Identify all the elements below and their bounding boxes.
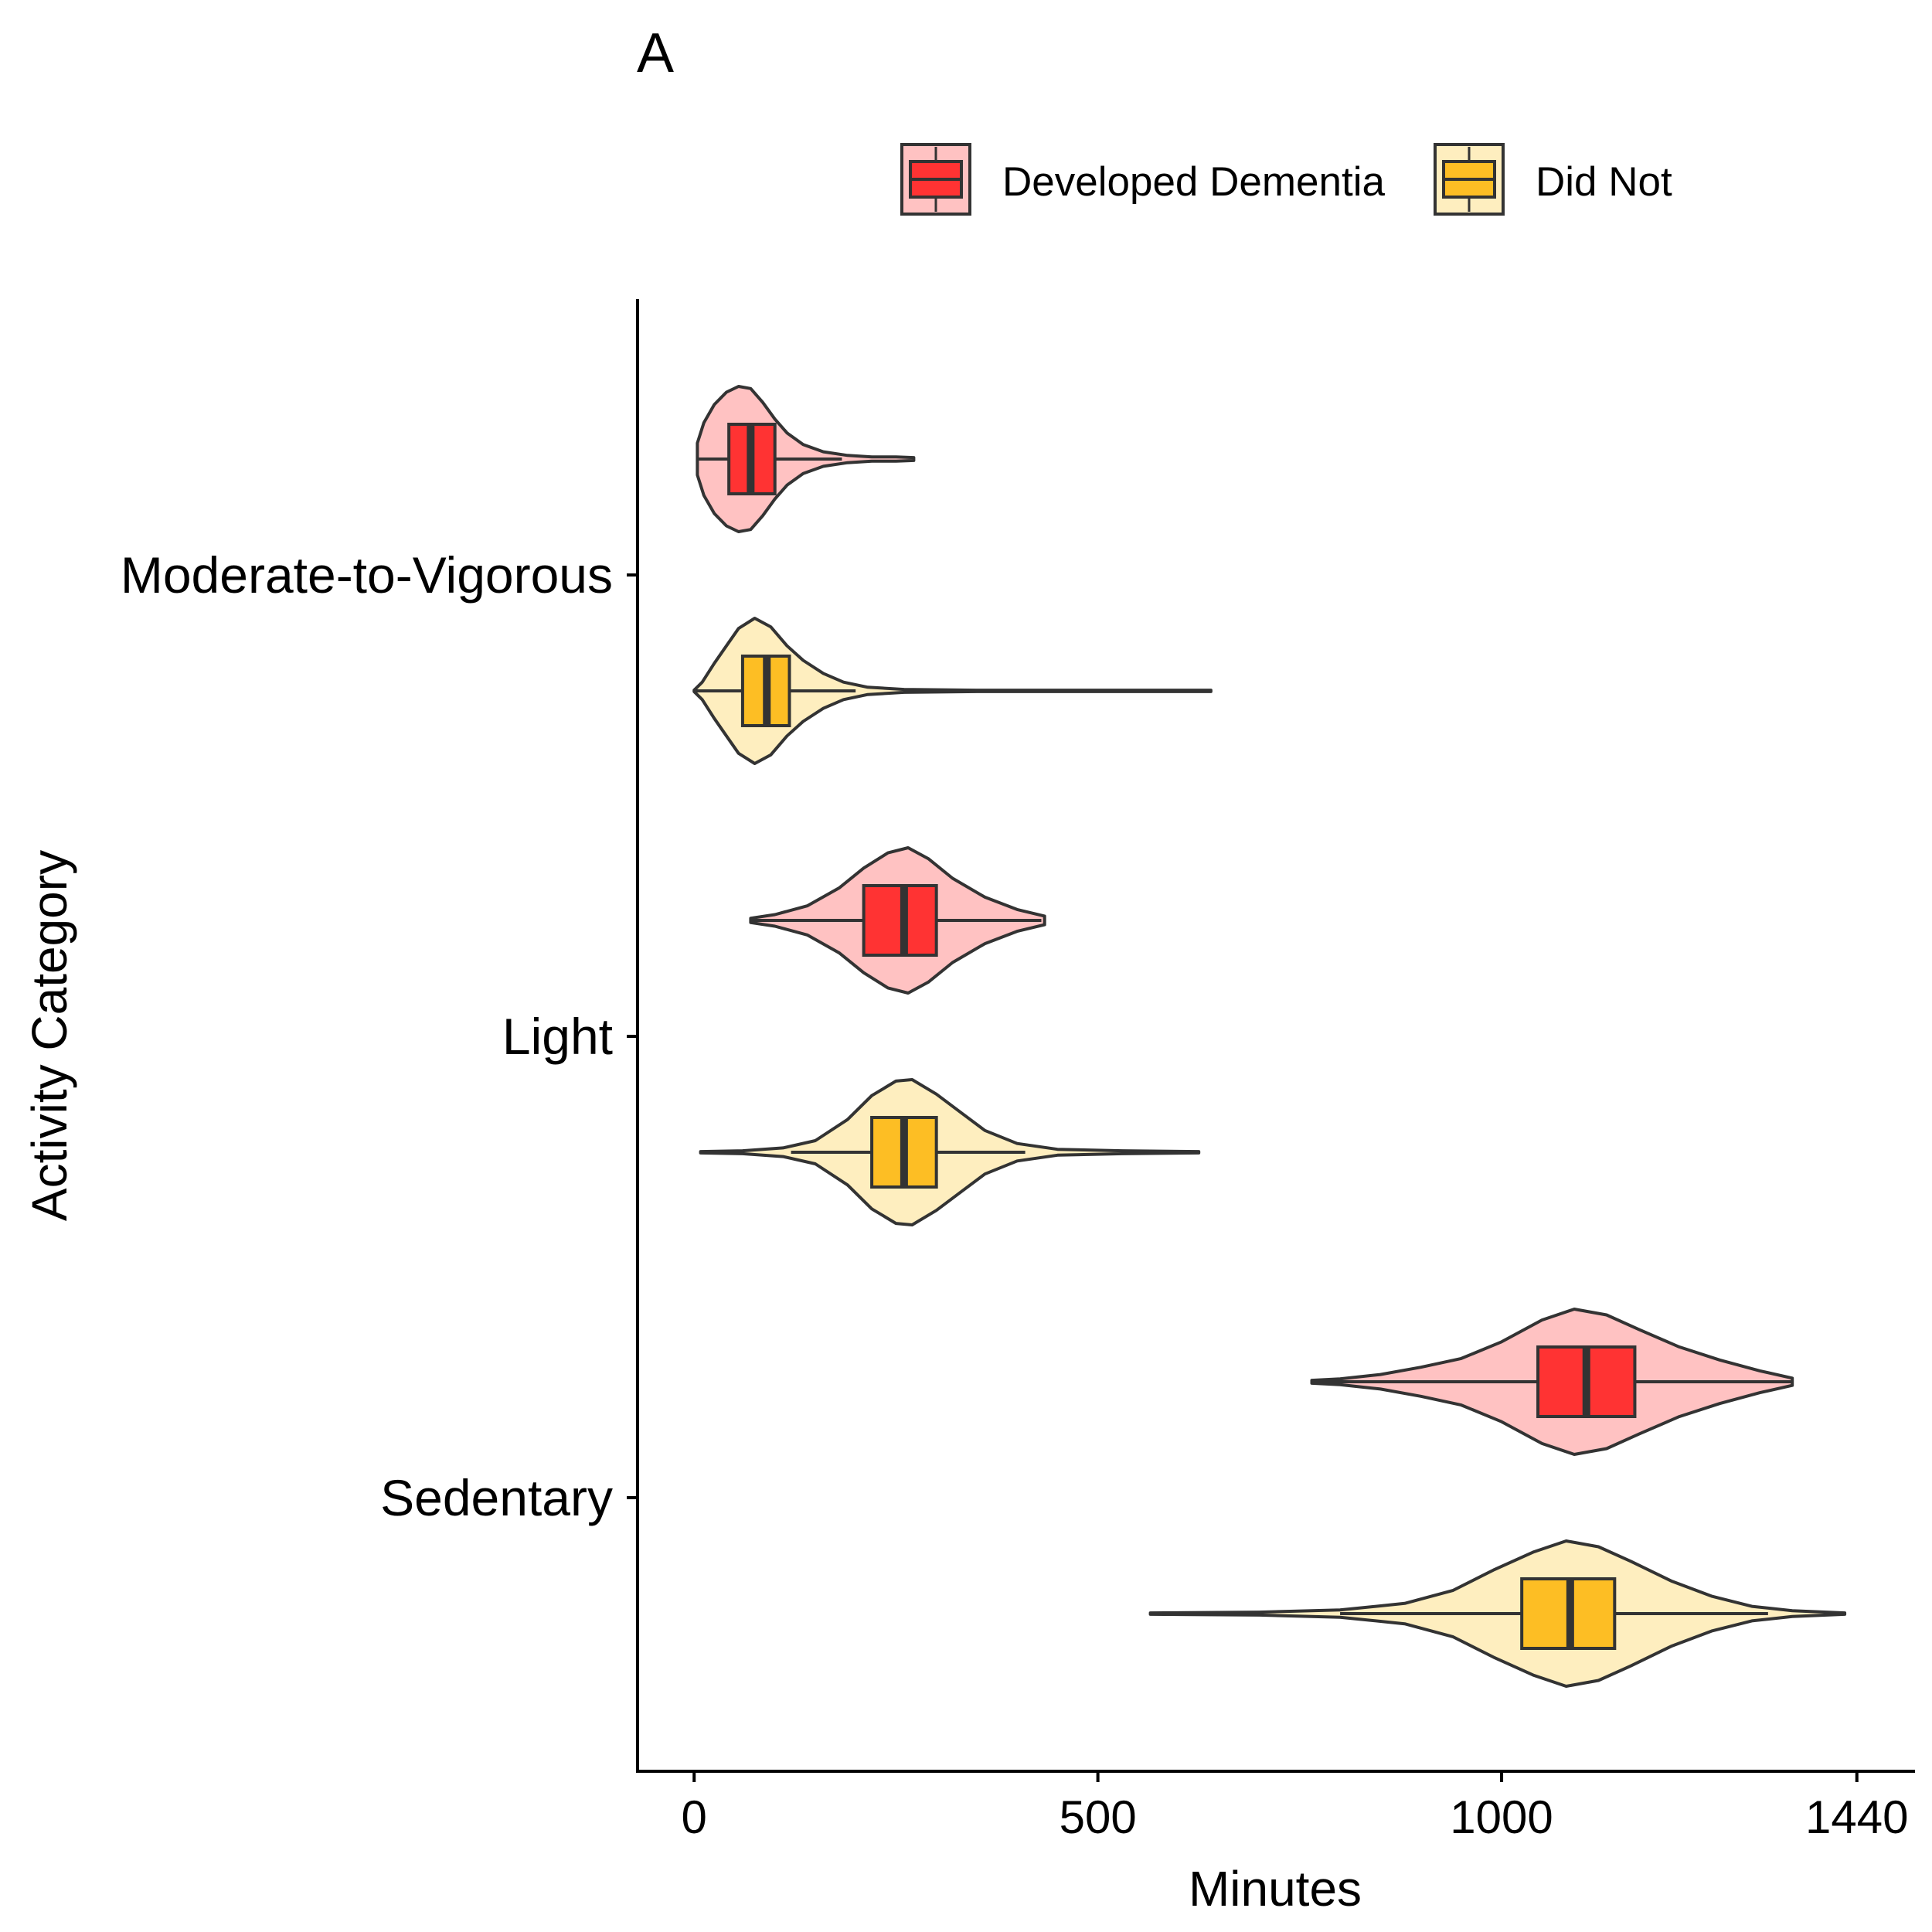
y-tick-label-moderate-to-vigorous: Moderate-to-Vigorous <box>121 546 613 604</box>
box-developed-dementia-light <box>862 884 938 957</box>
axes <box>636 299 1915 1773</box>
violin-group-developed-dementia-sedentary <box>1310 1308 1794 1456</box>
violin-group-did-not-sedentary <box>1148 1539 1847 1688</box>
x-axis-title: Minutes <box>1189 1861 1362 1917</box>
x-tick-label-0: 0 <box>682 1791 707 1843</box>
legend: Developed Dementia Did Not <box>900 143 1672 216</box>
violin-group-did-not-light <box>699 1078 1201 1226</box>
x-axis-ticks: 0 500 1000 1440 <box>682 1771 1909 1843</box>
violin-group-did-not-moderate-to-vigorous <box>692 617 1213 765</box>
x-tick-label-1000: 1000 <box>1450 1791 1553 1843</box>
violin-did-not-moderate-to-vigorous <box>692 617 1213 765</box>
x-tick-label-500: 500 <box>1060 1791 1137 1843</box>
x-tick-label-1440: 1440 <box>1805 1791 1908 1843</box>
y-axis-ticks: Moderate-to-Vigorous Light Sedentary <box>121 546 638 1526</box>
violin-group-developed-dementia-moderate-to-vigorous <box>696 385 916 533</box>
plot-area <box>692 385 1847 1688</box>
legend-label-developed-dementia: Developed Dementia <box>1002 159 1385 205</box>
legend-item-did-not: Did Not <box>1434 143 1672 216</box>
y-tick-label-sedentary: Sedentary <box>380 1469 613 1526</box>
violin-group-developed-dementia-light <box>749 846 1046 995</box>
y-tick-label-light: Light <box>502 1008 613 1065</box>
legend-item-developed-dementia: Developed Dementia <box>900 143 1385 216</box>
legend-label-did-not: Did Not <box>1536 159 1672 205</box>
y-axis-title: Activity Category <box>22 850 77 1221</box>
panel-label: A <box>637 22 674 84</box>
